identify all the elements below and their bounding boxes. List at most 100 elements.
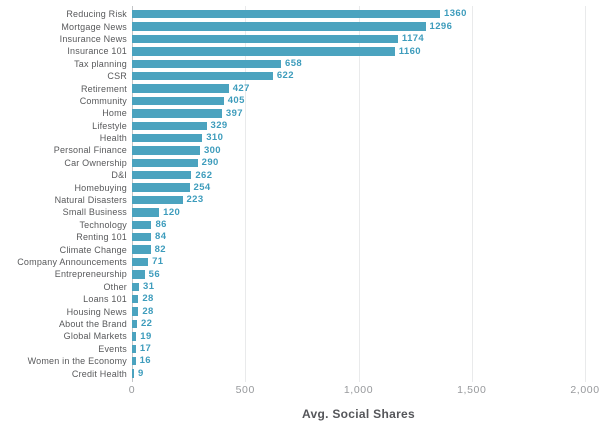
category-label: CSR	[107, 71, 127, 82]
bar	[132, 109, 222, 118]
category-label: Insurance 101	[67, 46, 127, 57]
bar-track: 22	[132, 318, 585, 330]
bar	[132, 282, 140, 291]
bar	[132, 332, 137, 341]
bar-track: 300	[132, 144, 585, 156]
bar-row: Natural Disasters 223	[0, 194, 600, 206]
bar	[132, 195, 183, 205]
bar-value-label: 254	[193, 181, 211, 193]
category-label: Housing News	[66, 306, 127, 317]
bar-value-label: 120	[163, 206, 181, 218]
bar-track: 1160	[132, 45, 585, 57]
bar	[132, 146, 200, 155]
bar	[132, 208, 160, 217]
bar-track: 56	[132, 268, 585, 280]
bar-value-label: 300	[203, 144, 221, 156]
bar-value-label: 19	[140, 330, 152, 342]
bar-track: 254	[132, 181, 585, 193]
x-tick-label: 0	[128, 384, 136, 396]
bar	[132, 59, 282, 68]
bar-track: 658	[132, 58, 585, 70]
bar	[132, 356, 136, 366]
bar	[132, 319, 137, 329]
category-label: Small Business	[62, 207, 127, 218]
bar-value-label: 622	[276, 70, 294, 82]
bar-row: Credit Health 9	[0, 367, 600, 379]
category-label: Credit Health	[71, 368, 127, 379]
category-label: Climate Change	[59, 244, 127, 255]
category-label: D&I	[111, 170, 127, 181]
bar	[132, 307, 139, 316]
bar-row: Car Ownership 290	[0, 157, 600, 169]
bar-value-label: 658	[285, 58, 303, 69]
bar	[132, 34, 398, 44]
bar	[132, 233, 152, 242]
bar-track: 622	[132, 70, 585, 82]
category-label: Insurance News	[59, 33, 127, 44]
bar-row: Renting 101 84	[0, 231, 600, 243]
plot-gridlines	[132, 6, 586, 382]
category-label: Tax planning	[74, 58, 127, 69]
bar-track: 427	[132, 82, 585, 94]
bar-row: Lifestyle 329	[0, 120, 600, 132]
x-tick-label: 2,000	[570, 384, 600, 396]
gridline	[471, 6, 473, 382]
bar-row: Housing News 28	[0, 305, 600, 317]
bar-track: 28	[132, 293, 585, 305]
category-label: Homebuying	[74, 182, 127, 193]
bar	[132, 84, 229, 93]
category-label: Lifestyle	[92, 120, 127, 131]
bar-track: 28	[132, 305, 585, 317]
bar	[132, 270, 145, 279]
bar-value-label: 22	[140, 318, 153, 330]
category-label: Other	[103, 281, 127, 292]
bar-track: 290	[132, 157, 585, 169]
category-label: Car Ownership	[64, 157, 127, 168]
bar-value-label: 397	[225, 107, 243, 119]
bar-track: 329	[132, 120, 585, 132]
category-label: Company Announcements	[17, 257, 127, 267]
bar-row: Technology 86	[0, 219, 600, 231]
bar	[132, 121, 207, 130]
bar-value-label: 1360	[444, 8, 467, 20]
category-label: Loans 101	[83, 294, 127, 305]
gridline	[585, 6, 586, 382]
category-label: Community	[79, 95, 127, 106]
bar-row: Insurance 101 1160	[0, 45, 600, 57]
x-axis-ticks: 0 500 1,000 1,500 2,000	[128, 384, 599, 398]
bar-row: Company Announcements 71	[0, 256, 600, 268]
bar-value-label: 223	[186, 194, 204, 206]
bar-track: 71	[132, 256, 585, 268]
bar	[132, 171, 192, 180]
bar-row: Events 17	[0, 343, 600, 355]
x-axis-title: Avg. Social Shares	[301, 407, 415, 421]
bar-row: Home 397	[0, 107, 600, 119]
bar-value-label: 17	[139, 342, 152, 354]
category-label: About the Brand	[58, 318, 127, 329]
bar-track: 120	[132, 206, 585, 218]
bar-row: About the Brand 22	[0, 318, 600, 330]
bar-row: Entrepreneurship 56	[0, 268, 600, 280]
x-tick-label: 500	[235, 384, 255, 396]
bar-value-label: 329	[210, 119, 228, 131]
bar-track: 1360	[132, 8, 585, 20]
bar-value-label: 427	[232, 82, 250, 94]
bar-row: Reducing Risk 1360	[0, 8, 600, 20]
bar-track: 17	[132, 343, 585, 355]
bar	[132, 47, 395, 56]
category-label: Mortgage News	[61, 21, 127, 32]
bar-track: 9	[132, 367, 585, 379]
bar-track: 19	[132, 330, 585, 342]
x-tick-label: 1,500	[457, 384, 487, 396]
bar-row: Women in the Economy 16	[0, 355, 600, 367]
bar-track: 31	[132, 281, 585, 293]
bar	[132, 257, 149, 267]
bar-value-label: 9	[138, 367, 144, 379]
bar-track: 82	[132, 243, 585, 255]
category-label: Health	[99, 133, 127, 144]
category-label: Technology	[79, 219, 127, 230]
bar	[132, 22, 426, 31]
bar-row: Health 310	[0, 132, 600, 144]
bar-value-label: 1160	[398, 45, 421, 57]
